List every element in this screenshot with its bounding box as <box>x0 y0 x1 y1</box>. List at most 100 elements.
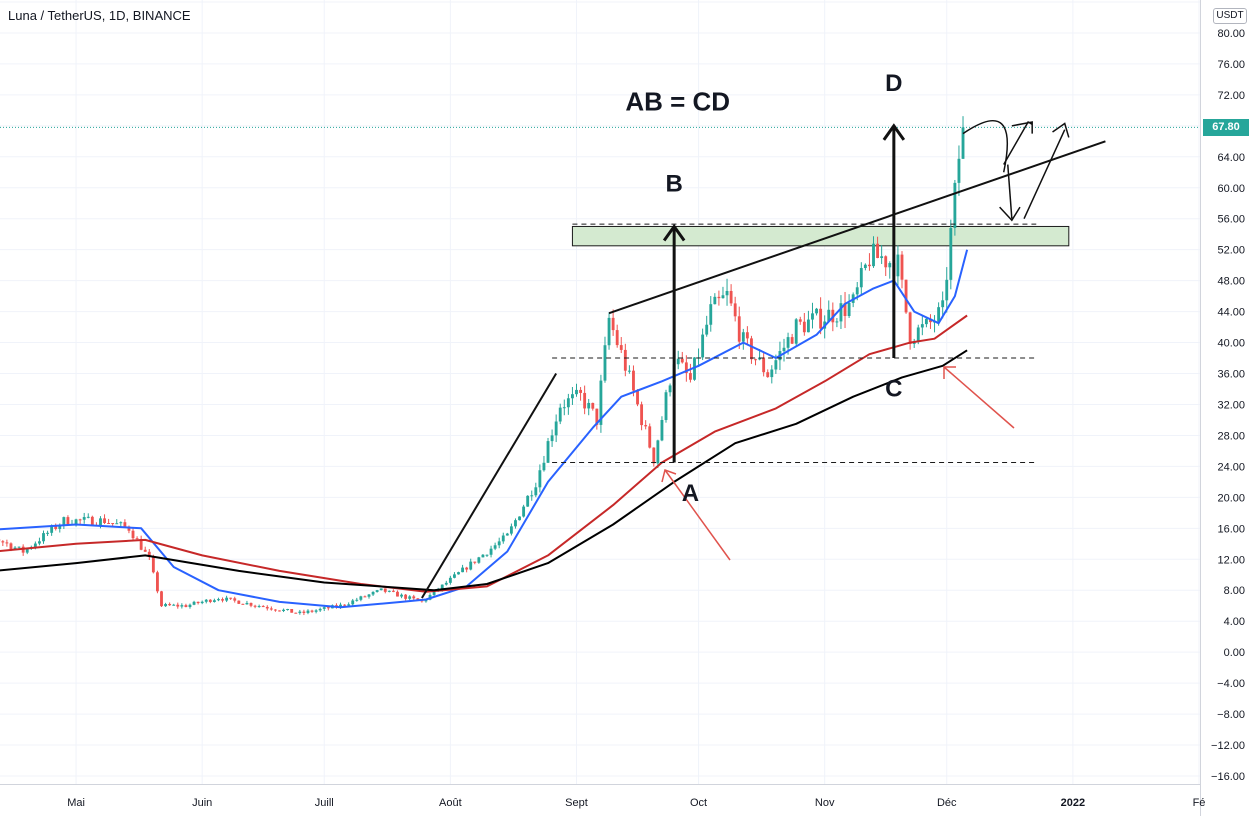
price-tick-label: 76.00 <box>1217 59 1245 71</box>
time-tick-label: Nov <box>815 797 835 809</box>
candle-body <box>701 334 705 358</box>
pattern-label: C <box>885 376 902 403</box>
price-tick-label: 4.00 <box>1224 616 1245 628</box>
measure-arrow-head <box>882 123 906 141</box>
candle-body <box>310 610 314 612</box>
candle-body <box>261 606 265 608</box>
candle-body <box>343 604 347 606</box>
candle-body <box>33 543 37 547</box>
candle-body <box>607 317 611 346</box>
candle-body <box>50 526 54 533</box>
projection-down-arrow-head <box>999 206 1021 222</box>
candle-body <box>17 546 21 548</box>
candle-body <box>225 597 229 601</box>
price-tick-label: 52.00 <box>1217 245 1245 257</box>
candle-body <box>371 591 375 595</box>
candle-body <box>115 523 119 525</box>
time-tick-label: Août <box>439 797 462 809</box>
candle-body <box>273 609 277 611</box>
candle-body <box>880 256 884 259</box>
candle-body <box>737 316 741 342</box>
pattern-label: D <box>885 70 902 97</box>
candle-body <box>632 370 635 391</box>
candle-body <box>713 296 717 305</box>
candle-body <box>676 358 680 365</box>
candle-body <box>306 610 310 613</box>
candle-body <box>627 370 631 372</box>
candle-body <box>444 582 448 585</box>
projection-target-arrow-head <box>1052 122 1070 138</box>
candle-body <box>843 303 847 317</box>
candle-body <box>550 435 554 442</box>
price-tick-label: 60.00 <box>1217 183 1245 195</box>
candle-body <box>367 594 371 597</box>
candle-body <box>904 279 908 313</box>
candle-body <box>9 543 13 550</box>
candle-body <box>204 599 208 602</box>
price-tick-label: 40.00 <box>1217 338 1245 350</box>
candle-body <box>461 567 465 573</box>
time-tick-label: Sept <box>565 797 588 809</box>
symbol-title[interactable]: Luna / TetherUS, 1D, BINANCE <box>8 8 191 23</box>
candle-body <box>302 611 306 613</box>
candle-body <box>705 324 709 335</box>
candle-body <box>575 389 578 395</box>
moving-averages <box>0 249 969 609</box>
candle-body <box>579 389 582 393</box>
candle-body <box>192 601 196 605</box>
currency-unit-badge[interactable]: USDT <box>1213 8 1247 24</box>
candle-body <box>900 254 904 280</box>
candle-body <box>208 599 212 602</box>
candle-body <box>518 516 521 521</box>
candle-body <box>908 312 912 344</box>
price-tick-label: 16.00 <box>1217 523 1245 535</box>
candle-body <box>212 600 216 602</box>
candle-body <box>286 608 290 610</box>
candle-body <box>290 608 294 613</box>
candle-body <box>172 604 176 606</box>
candle-body <box>790 337 794 344</box>
candle-body <box>794 319 798 344</box>
candle-body <box>920 324 924 328</box>
projection-down-arrow <box>1007 164 1013 219</box>
candle-body <box>375 590 379 592</box>
candle-body <box>806 319 810 333</box>
candle-body <box>168 604 172 606</box>
candle-body <box>774 360 778 370</box>
candle-body <box>58 525 62 529</box>
candle-body <box>326 607 330 609</box>
candle-body <box>644 425 648 427</box>
price-tick-label: −8.00 <box>1217 709 1245 721</box>
candle-body <box>359 596 363 600</box>
price-axis[interactable]: 80.0076.0072.0068.0064.0060.0056.0052.00… <box>1201 0 1260 816</box>
candle-body <box>13 547 17 550</box>
candle-body <box>619 345 623 350</box>
pattern-label: A <box>682 480 699 507</box>
candle-body <box>509 526 513 534</box>
candle-body <box>74 519 78 525</box>
candle-body <box>139 539 143 550</box>
candle-body <box>941 300 945 308</box>
candle-body <box>318 608 322 611</box>
candle-body <box>937 307 941 322</box>
candle-body <box>151 556 155 573</box>
candle-body <box>591 402 595 409</box>
candle-body <box>119 522 123 524</box>
candle-body <box>546 441 550 463</box>
candle-body <box>884 256 888 268</box>
resistance-zone-layer <box>571 225 1070 247</box>
candle-body <box>38 541 41 544</box>
candle-body <box>514 520 517 527</box>
time-axis[interactable]: Mai Juin Juill Août Sept Oct Nov Déc 2022 Fé <box>0 785 1205 816</box>
time-tick-label: Oct <box>690 797 707 809</box>
candle-body <box>688 373 692 380</box>
candle-body <box>453 574 456 578</box>
candle-body <box>505 533 509 536</box>
candle-body <box>221 599 224 601</box>
candle-body <box>652 447 656 464</box>
candle-body <box>786 337 790 348</box>
price-tick-label: 12.00 <box>1217 554 1245 566</box>
candle-body <box>815 308 818 314</box>
candle-body <box>200 601 204 604</box>
